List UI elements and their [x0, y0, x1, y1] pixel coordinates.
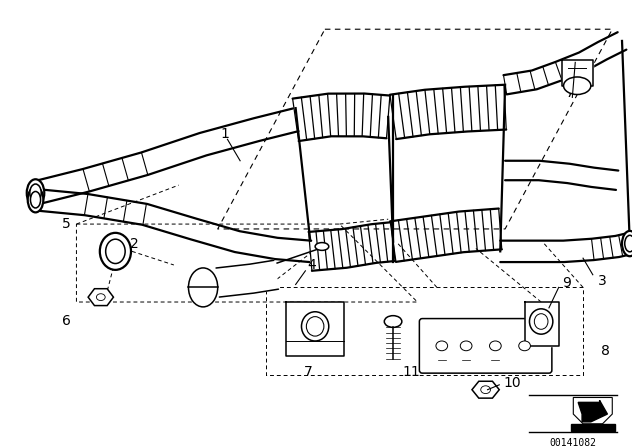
Polygon shape — [500, 233, 632, 262]
Polygon shape — [292, 94, 390, 141]
Ellipse shape — [490, 341, 501, 351]
Polygon shape — [390, 85, 506, 139]
Text: 8: 8 — [600, 344, 609, 358]
Polygon shape — [500, 78, 632, 263]
Polygon shape — [216, 260, 278, 297]
Ellipse shape — [307, 317, 324, 336]
Ellipse shape — [30, 184, 41, 202]
Ellipse shape — [534, 314, 548, 329]
Text: 9: 9 — [563, 276, 572, 289]
Ellipse shape — [315, 242, 329, 250]
Text: 00141082: 00141082 — [550, 439, 597, 448]
Text: 10: 10 — [503, 376, 521, 390]
Ellipse shape — [460, 341, 472, 351]
Ellipse shape — [384, 316, 402, 327]
Ellipse shape — [31, 191, 40, 208]
Ellipse shape — [564, 77, 591, 95]
Polygon shape — [505, 161, 618, 190]
Ellipse shape — [436, 341, 447, 351]
Ellipse shape — [100, 233, 131, 270]
Ellipse shape — [622, 231, 637, 256]
Polygon shape — [88, 289, 113, 306]
Ellipse shape — [301, 312, 329, 341]
Polygon shape — [286, 302, 344, 356]
Text: 4: 4 — [307, 258, 316, 272]
Text: 5: 5 — [62, 217, 70, 231]
Polygon shape — [578, 401, 607, 422]
Text: 11: 11 — [403, 365, 420, 379]
Text: 2: 2 — [130, 237, 139, 250]
Polygon shape — [35, 189, 311, 262]
FancyBboxPatch shape — [419, 319, 552, 373]
Text: 1: 1 — [221, 127, 230, 142]
Ellipse shape — [519, 341, 531, 351]
Polygon shape — [573, 397, 612, 424]
Ellipse shape — [529, 309, 553, 334]
Ellipse shape — [481, 386, 490, 394]
Ellipse shape — [188, 268, 218, 307]
Text: 6: 6 — [62, 314, 70, 328]
Polygon shape — [390, 209, 502, 262]
Ellipse shape — [27, 179, 44, 207]
Text: 7: 7 — [566, 86, 574, 99]
Polygon shape — [504, 32, 627, 95]
Ellipse shape — [28, 187, 44, 212]
Ellipse shape — [97, 294, 105, 301]
Text: 7: 7 — [303, 365, 312, 379]
Ellipse shape — [625, 235, 635, 252]
Polygon shape — [308, 222, 395, 271]
Polygon shape — [525, 302, 559, 346]
Ellipse shape — [106, 239, 125, 263]
Polygon shape — [296, 108, 393, 263]
Text: 3: 3 — [598, 274, 607, 288]
Polygon shape — [572, 424, 615, 431]
Polygon shape — [33, 108, 298, 204]
Polygon shape — [562, 60, 593, 86]
Polygon shape — [472, 381, 499, 398]
